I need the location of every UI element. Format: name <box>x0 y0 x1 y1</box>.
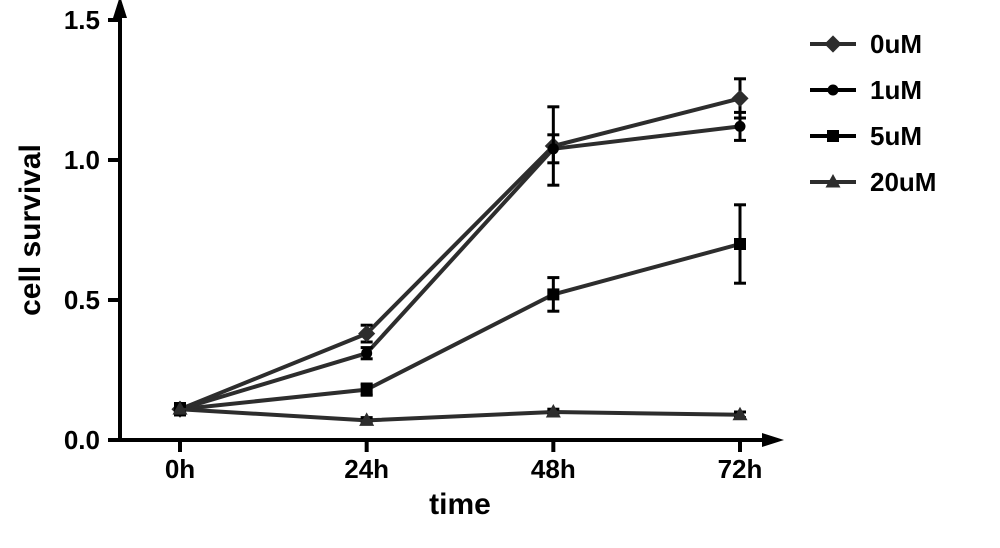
marker-square-icon <box>361 384 373 396</box>
marker-diamond-icon <box>731 90 748 107</box>
marker-square-icon <box>547 288 559 300</box>
legend-item: 0uM <box>810 29 922 59</box>
legend-item: 1uM <box>810 75 922 105</box>
x-tick-label: 72h <box>718 454 763 484</box>
marker-circle-icon <box>361 348 372 359</box>
legend-item: 20uM <box>810 167 936 197</box>
legend-item: 5uM <box>810 121 922 151</box>
legend-marker-icon <box>824 35 841 52</box>
axes: 0.0 0.5 1.0 1.5 0h 24h 48h 72h <box>64 0 784 484</box>
chart-container: 0.0 0.5 1.0 1.5 0h 24h 48h 72h cell survival time… <box>0 0 1000 548</box>
marker-square-icon <box>734 238 746 250</box>
legend-label: 0uM <box>870 29 922 59</box>
y-tick-label: 1.5 <box>64 5 100 35</box>
series-group <box>171 79 748 426</box>
y-tick-label: 1.0 <box>64 145 100 175</box>
y-axis-title: cell survival <box>14 144 47 316</box>
legend-marker-icon <box>828 85 839 96</box>
legend-label: 1uM <box>870 75 922 105</box>
x-tick-label: 24h <box>344 454 389 484</box>
legend: 0uM 1uM 5uM 20uM <box>810 29 936 197</box>
x-tick-label: 0h <box>165 454 195 484</box>
marker-circle-icon <box>548 143 559 154</box>
x-axis-title: time <box>429 488 491 521</box>
cell-survival-chart: 0.0 0.5 1.0 1.5 0h 24h 48h 72h cell survival time… <box>0 0 1000 548</box>
series-20uM <box>173 401 748 426</box>
marker-circle-icon <box>735 121 746 132</box>
legend-marker-icon <box>827 130 839 142</box>
series-line <box>180 409 740 420</box>
y-tick-label: 0.0 <box>64 425 100 455</box>
y-tick-label: 0.5 <box>64 285 100 315</box>
legend-label: 5uM <box>870 121 922 151</box>
x-tick-label: 48h <box>531 454 576 484</box>
legend-label: 20uM <box>870 167 936 197</box>
